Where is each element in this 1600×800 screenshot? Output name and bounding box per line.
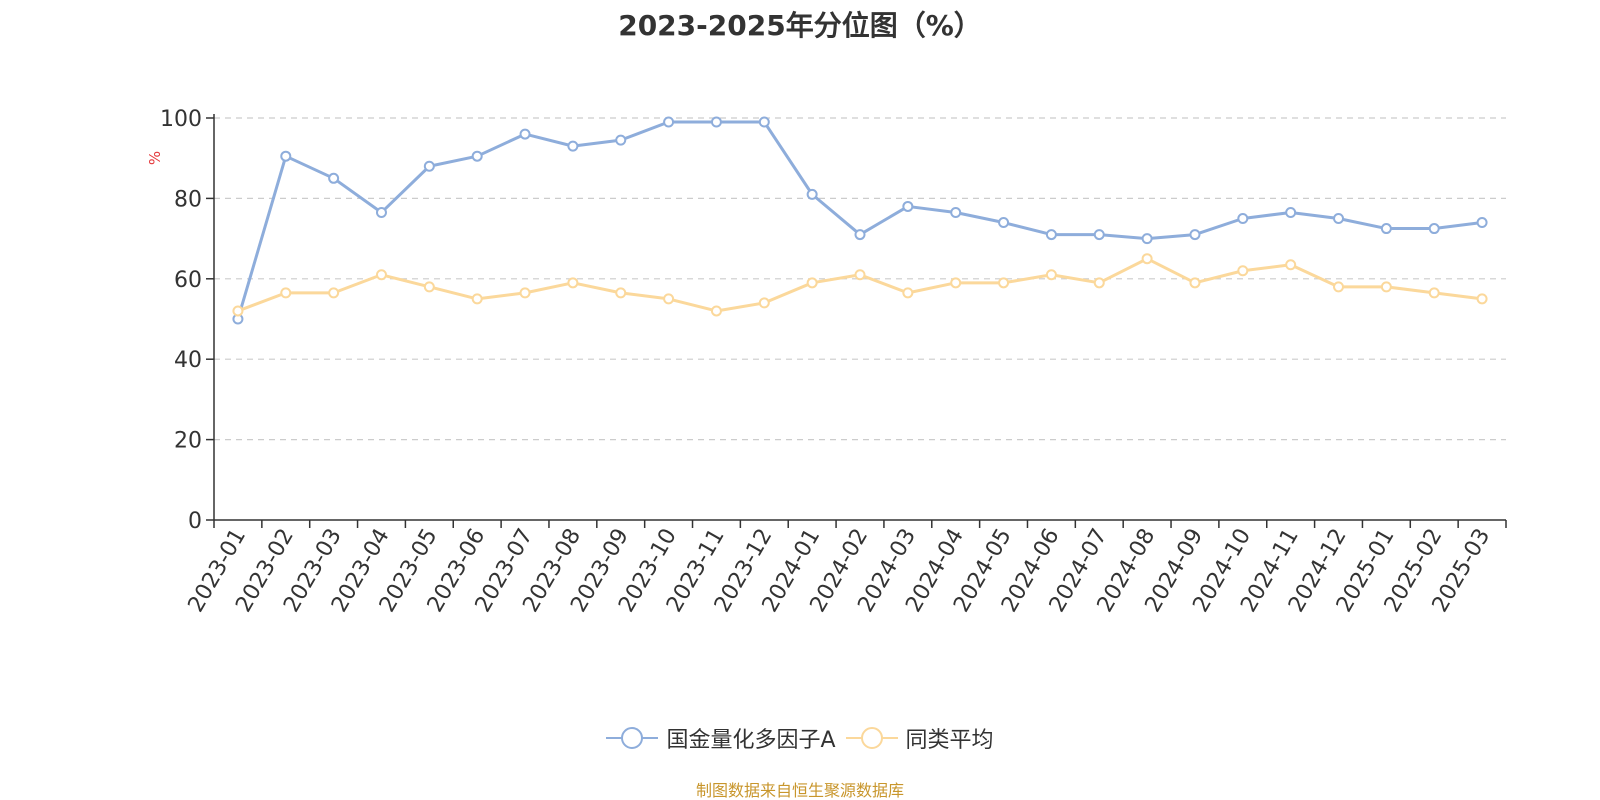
- data-point-series-1-2023-04: [375, 206, 387, 218]
- chart-title: 2023-2025年分位图（%）: [618, 9, 982, 42]
- data-point-series-2-2023-10: [663, 293, 675, 305]
- data-point-series-1-2024-04: [950, 206, 962, 218]
- data-point-series-2-2024-02: [854, 269, 866, 281]
- y-tick-label-40: 40: [174, 348, 202, 373]
- y-tick-label-100: 100: [160, 107, 202, 132]
- data-point-series-1-2024-06: [1045, 229, 1057, 241]
- y-tick-label-80: 80: [174, 187, 202, 212]
- legend: 国金量化多因子A 同类平均: [0, 722, 1600, 754]
- data-point-series-2-2023-03: [328, 287, 340, 299]
- data-point-series-1-2024-07: [1093, 229, 1105, 241]
- data-point-series-1-2023-12: [758, 116, 770, 128]
- data-point-series-2-2024-12: [1333, 281, 1345, 293]
- data-point-series-2-2024-11: [1285, 259, 1297, 271]
- data-point-series-1-2023-08: [567, 140, 579, 152]
- data-point-series-2-2023-12: [758, 297, 770, 309]
- data-point-series-2-2024-08: [1141, 253, 1153, 265]
- axes: 020406080100%2023-012023-022023-032023-0…: [146, 107, 1507, 617]
- data-point-series-1-2024-03: [902, 200, 914, 212]
- series-points: [232, 116, 1488, 325]
- y-axis-label: %: [146, 151, 164, 165]
- data-point-series-2-2023-01: [232, 305, 244, 317]
- data-point-series-1-2024-02: [854, 229, 866, 241]
- data-point-series-2-2023-11: [710, 305, 722, 317]
- data-point-series-2-2023-09: [615, 287, 627, 299]
- legend-item-series-2[interactable]: 同类平均: [845, 722, 994, 754]
- data-point-series-1-2025-02: [1428, 223, 1440, 235]
- data-point-series-1-2023-10: [663, 116, 675, 128]
- y-tick-label-60: 60: [174, 268, 202, 293]
- y-tick-label-20: 20: [174, 429, 202, 454]
- data-point-series-2-2025-01: [1380, 281, 1392, 293]
- data-point-series-2-2023-04: [375, 269, 387, 281]
- legend-label-series-2: 同类平均: [905, 728, 994, 753]
- legend-marker-series-2: [845, 727, 898, 749]
- data-point-series-2-2025-02: [1428, 287, 1440, 299]
- data-point-series-1-2023-02: [280, 150, 292, 162]
- data-point-series-2-2024-07: [1093, 277, 1105, 289]
- data-point-series-1-2023-05: [423, 160, 435, 172]
- data-point-series-1-2024-11: [1285, 206, 1297, 218]
- data-point-series-2-2023-05: [423, 281, 435, 293]
- legend-item-series-1[interactable]: 国金量化多因子A: [606, 722, 836, 754]
- legend-label-series-1: 国金量化多因子A: [666, 728, 836, 753]
- data-point-series-2-2023-07: [519, 287, 531, 299]
- data-point-series-1-2023-06: [471, 150, 483, 162]
- data-point-series-1-2023-11: [710, 116, 722, 128]
- legend-marker-series-1: [606, 727, 659, 749]
- data-point-series-1-2024-09: [1189, 229, 1201, 241]
- data-point-series-1-2024-08: [1141, 233, 1153, 245]
- y-tick-label-0: 0: [188, 509, 202, 534]
- data-point-series-1-2025-03: [1476, 217, 1488, 229]
- data-point-series-2-2024-06: [1045, 269, 1057, 281]
- data-point-series-2-2024-03: [902, 287, 914, 299]
- data-point-series-2-2024-01: [806, 277, 818, 289]
- data-point-series-2-2025-03: [1476, 293, 1488, 305]
- data-point-series-1-2024-05: [998, 217, 1010, 229]
- data-point-series-1-2024-12: [1333, 213, 1345, 224]
- source-note: 制图数据来自恒生聚源数据库: [695, 781, 904, 800]
- data-point-series-1-2024-10: [1237, 213, 1249, 224]
- data-point-series-2-2024-09: [1189, 277, 1201, 289]
- data-point-series-1-2024-01: [806, 188, 818, 200]
- data-point-series-2-2023-06: [471, 293, 483, 305]
- data-point-series-1-2025-01: [1380, 223, 1392, 235]
- data-point-series-2-2024-04: [950, 277, 962, 289]
- data-point-series-2-2024-10: [1237, 265, 1249, 277]
- data-point-series-1-2023-03: [328, 172, 340, 184]
- data-point-series-2-2023-02: [280, 287, 292, 299]
- data-point-series-1-2023-09: [615, 134, 627, 146]
- data-point-series-1-2023-07: [519, 128, 531, 140]
- data-point-series-2-2024-05: [998, 277, 1010, 289]
- data-point-series-2-2023-08: [567, 277, 579, 289]
